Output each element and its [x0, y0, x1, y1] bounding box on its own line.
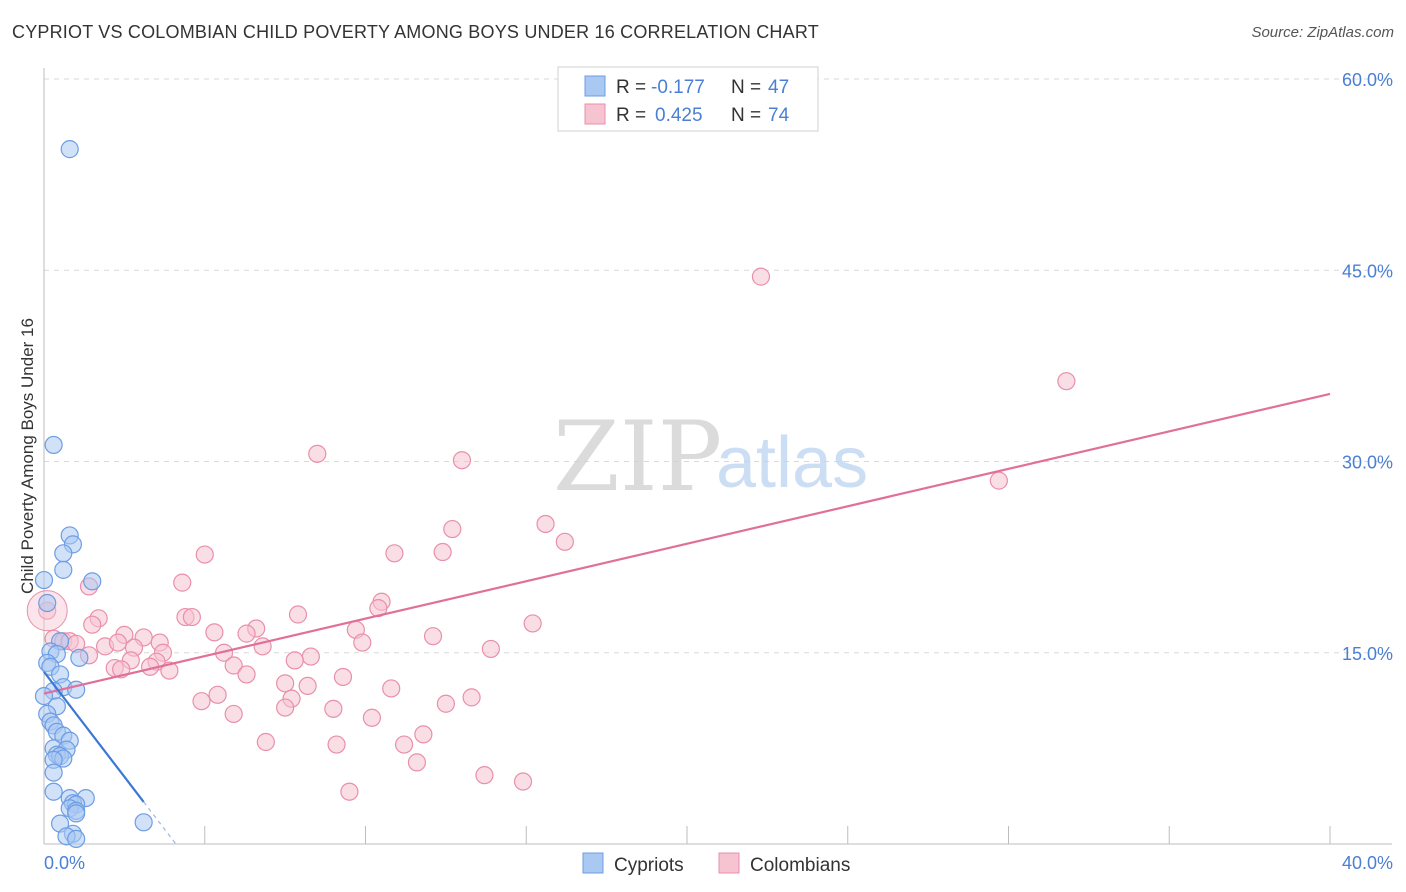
cypriot-point — [67, 804, 86, 823]
colombian-point — [555, 532, 574, 551]
colombian-point — [237, 624, 256, 643]
colombian-point — [423, 627, 443, 646]
colombian-point — [308, 444, 327, 463]
cypriot-point — [44, 435, 63, 455]
colombian-point — [414, 725, 433, 744]
x-tick-label: 0.0% — [44, 853, 85, 873]
colombian-point — [208, 685, 227, 704]
cypriot-point — [44, 763, 63, 782]
cypriot-point — [60, 140, 79, 159]
colombian-point — [989, 471, 1008, 490]
colombian-point — [324, 699, 343, 718]
colombian-point — [436, 694, 455, 713]
colombian-point — [276, 698, 295, 717]
cypriot-point — [70, 648, 89, 667]
legend-r-colombians: 0.425 — [655, 105, 703, 126]
cypriots-trend-extension — [143, 801, 177, 845]
cypriots-points — [34, 140, 153, 849]
colombian-point — [195, 545, 214, 564]
colombian-point — [298, 676, 317, 696]
colombian-point — [751, 267, 771, 286]
legend-n-colombians: 74 — [768, 105, 790, 126]
colombian-point — [333, 667, 353, 687]
legend-swatch-cypriots — [584, 75, 606, 97]
y-tick-label: 15.0% — [1342, 644, 1393, 664]
legend-n-label: N = — [731, 77, 761, 98]
colombian-point — [256, 732, 275, 752]
trend-lines — [43, 392, 1331, 845]
grid-lines — [43, 78, 1392, 844]
chart-title: CYPRIOT VS COLOMBIAN CHILD POVERTY AMONG… — [12, 22, 819, 42]
legend-n-cypriots: 47 — [768, 77, 789, 98]
colombian-point — [301, 647, 320, 666]
colombian-point — [224, 704, 243, 724]
colombian-point — [443, 519, 462, 539]
legend-r-label: R = — [616, 105, 646, 126]
cypriot-point — [38, 593, 57, 613]
legend-r-label: R = — [616, 77, 646, 98]
legend-n-label: N = — [731, 105, 761, 126]
colombian-point — [205, 623, 224, 642]
source-credit: Source: ZipAtlas.com — [1251, 24, 1394, 41]
legend-swatch-colombians — [584, 103, 606, 125]
series-legend-label-colombians: Colombians — [750, 855, 850, 876]
colombian-point — [182, 607, 201, 627]
colombian-point — [276, 674, 295, 693]
colombian-point — [340, 782, 359, 801]
y-tick-label: 30.0% — [1342, 453, 1393, 473]
cypriot-point — [134, 813, 153, 832]
colombian-point — [362, 708, 382, 727]
colombian-point — [481, 639, 500, 659]
colombian-point — [475, 766, 494, 785]
colombian-point — [353, 633, 372, 652]
colombian-point — [237, 665, 256, 684]
colombian-point — [108, 633, 128, 652]
colombian-point — [192, 692, 211, 711]
colombian-point — [452, 451, 472, 470]
colombian-point — [382, 679, 401, 698]
x-tick-label: 40.0% — [1342, 853, 1393, 873]
colombian-point — [385, 544, 404, 563]
watermark-zip: ZIP — [553, 401, 722, 513]
colombian-point — [327, 735, 346, 754]
colombian-point — [1057, 372, 1076, 391]
cypriot-point — [54, 560, 73, 579]
colombian-point — [288, 605, 308, 624]
series-legend-label-cypriots: Cypriots — [614, 855, 684, 876]
colombian-point — [394, 735, 414, 754]
colombian-point — [83, 615, 102, 634]
colombian-point — [285, 651, 304, 670]
colombians-trend-line — [43, 392, 1331, 695]
y-tick-label: 60.0% — [1342, 70, 1393, 90]
series-legend: Cypriots Colombians — [582, 852, 850, 876]
colombians-points — [26, 267, 1076, 801]
colombian-point — [173, 573, 192, 592]
cypriot-point — [34, 570, 54, 590]
colombian-point — [523, 614, 542, 633]
series-legend-swatch-cypriots — [582, 852, 604, 874]
colombian-point — [224, 656, 243, 675]
cypriots-trend-line — [43, 671, 145, 803]
tick-labels: 15.0% 30.0% 45.0% 60.0% 0.0% 40.0% — [44, 70, 1393, 873]
watermark-atlas: atlas — [716, 423, 868, 503]
cypriot-point — [83, 572, 102, 591]
colombian-point — [407, 753, 427, 772]
y-axis-title: Child Poverty Among Boys Under 16 — [18, 318, 37, 594]
y-tick-label: 45.0% — [1342, 261, 1393, 281]
colombian-point — [513, 772, 533, 791]
correlation-legend: R = -0.177 N = 47 R = 0.425 N = 74 — [557, 66, 819, 132]
watermark: ZIP atlas — [553, 401, 868, 513]
colombian-point — [462, 688, 481, 707]
cypriot-point — [67, 829, 86, 849]
cypriot-point — [54, 544, 73, 563]
colombian-point — [433, 542, 452, 562]
legend-r-cypriots: -0.177 — [651, 77, 705, 98]
cypriot-point — [44, 782, 63, 801]
colombian-point — [536, 514, 555, 534]
series-legend-swatch-colombians — [718, 852, 740, 874]
